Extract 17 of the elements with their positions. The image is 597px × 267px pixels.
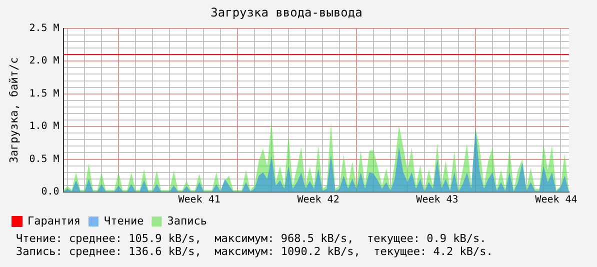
text: Чтение: среднее: 105.9 kB/s, максимум: 968.5 kB/s, текущее: 0.9 kB/s. [16,232,486,245]
chart-title: Загрузка ввода-вывода [210,5,362,20]
y-tick-label: 2.0 M [29,56,60,67]
text: Запись: среднее: 136.6 kB/s, максимум: 1090.2 kB/s, текущее: 4.2 kB/s. [16,245,493,258]
y-tick-label: 0.0 [41,186,60,198]
legend-label: Запись [167,214,207,228]
legend-label: Чтение [104,214,144,228]
x-tick-label: Week 42 [297,194,340,206]
x-tick-label: Week 41 [178,194,220,206]
y-tick-label: 2.5 M [29,22,60,34]
y-tick-label: 1.5 M [29,88,60,100]
y-tick-label: 0.5 M [29,154,60,165]
legend-label: Гарантия [28,214,80,228]
x-tick-label: Week 44 [535,194,578,206]
x-tick-label: Week 43 [416,194,458,206]
y-tick-label: 1.0 M [29,121,60,132]
y-axis-title: Загрузка, байт/с [7,57,20,164]
